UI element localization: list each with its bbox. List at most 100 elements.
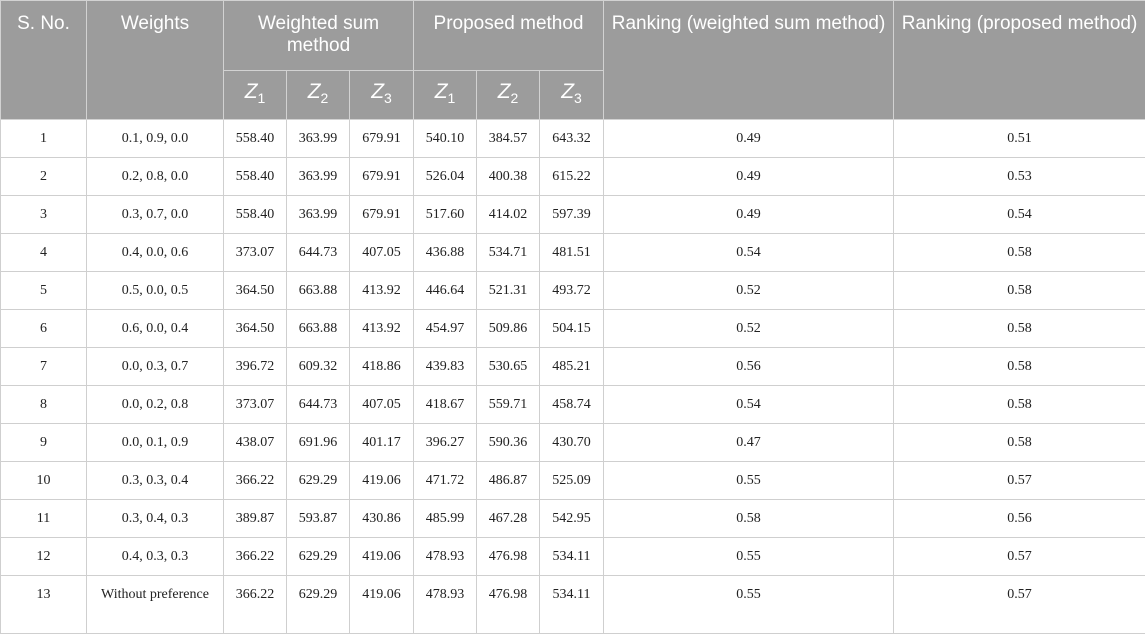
cell-wsm-z2: 629.29: [286, 461, 350, 500]
cell-weights: 0.3, 0.3, 0.4: [86, 461, 224, 500]
cell-ranking-proposed: 0.57: [893, 461, 1145, 500]
cell-proposed-z1: 471.72: [413, 461, 478, 500]
cell-ranking-proposed: 0.56: [893, 499, 1145, 538]
cell-proposed-z1: 478.93: [413, 575, 478, 634]
cell-wsm-z2: 363.99: [286, 157, 350, 196]
table-row: 2 0.2, 0.8, 0.0 558.40 363.99 679.91 526…: [0, 157, 1145, 196]
cell-wsm-z3: 407.05: [348, 385, 415, 424]
cell-sno: 13: [0, 575, 87, 634]
cell-ranking-proposed: 0.58: [893, 347, 1145, 386]
cell-proposed-z2: 530.65: [476, 347, 541, 386]
cell-sno: 2: [0, 157, 87, 196]
cell-ranking-proposed: 0.58: [893, 271, 1145, 310]
cell-wsm-z2: 644.73: [286, 233, 350, 272]
cell-wsm-z2: 691.96: [286, 423, 350, 462]
cell-ranking-wsm: 0.55: [603, 537, 895, 576]
cell-sno: 1: [0, 119, 87, 158]
cell-wsm-z1: 366.22: [223, 575, 287, 634]
table-row: 7 0.0, 0.3, 0.7 396.72 609.32 418.86 439…: [0, 347, 1145, 386]
cell-ranking-wsm: 0.52: [603, 271, 895, 310]
cell-ranking-proposed: 0.58: [893, 423, 1145, 462]
cell-wsm-z2: 663.88: [286, 271, 350, 310]
header-weights: Weights: [86, 0, 224, 120]
cell-wsm-z1: 438.07: [223, 423, 287, 462]
cell-sno: 10: [0, 461, 87, 500]
cell-weights: 0.3, 0.4, 0.3: [86, 499, 224, 538]
header-wsm-z3: Z3: [348, 70, 415, 120]
cell-weights: 0.0, 0.2, 0.8: [86, 385, 224, 424]
z-subscript: 1: [447, 90, 456, 107]
table-body: 1 0.1, 0.9, 0.0 558.40 363.99 679.91 540…: [0, 119, 1145, 634]
cell-wsm-z3: 679.91: [348, 119, 415, 158]
cell-wsm-z2: 363.99: [286, 195, 350, 234]
cell-sno: 6: [0, 309, 87, 348]
cell-proposed-z3: 615.22: [539, 157, 605, 196]
z-letter: Z: [307, 79, 321, 103]
cell-proposed-z1: 454.97: [413, 309, 478, 348]
cell-wsm-z1: 389.87: [223, 499, 287, 538]
header-proposed-z1: Z1: [413, 70, 478, 120]
header-proposed-z2: Z2: [476, 70, 541, 120]
z-subscript: 2: [320, 90, 329, 107]
cell-weights: 0.0, 0.1, 0.9: [86, 423, 224, 462]
cell-wsm-z2: 363.99: [286, 119, 350, 158]
cell-wsm-z3: 407.05: [348, 233, 415, 272]
cell-wsm-z1: 373.07: [223, 233, 287, 272]
header-proposed-z3: Z3: [539, 70, 605, 120]
cell-proposed-z3: 504.15: [539, 309, 605, 348]
cell-wsm-z1: 558.40: [223, 195, 287, 234]
cell-wsm-z3: 679.91: [348, 195, 415, 234]
cell-weights: 0.6, 0.0, 0.4: [86, 309, 224, 348]
cell-proposed-z1: 436.88: [413, 233, 478, 272]
cell-proposed-z1: 540.10: [413, 119, 478, 158]
cell-ranking-wsm: 0.49: [603, 119, 895, 158]
cell-ranking-wsm: 0.56: [603, 347, 895, 386]
cell-ranking-wsm: 0.49: [603, 195, 895, 234]
cell-wsm-z3: 679.91: [348, 157, 415, 196]
z-letter: Z: [371, 79, 385, 103]
cell-wsm-z2: 593.87: [286, 499, 350, 538]
cell-ranking-wsm: 0.52: [603, 309, 895, 348]
cell-wsm-z1: 558.40: [223, 119, 287, 158]
cell-proposed-z2: 476.98: [476, 575, 541, 634]
cell-sno: 11: [0, 499, 87, 538]
cell-sno: 7: [0, 347, 87, 386]
cell-weights: 0.5, 0.0, 0.5: [86, 271, 224, 310]
cell-proposed-z2: 590.36: [476, 423, 541, 462]
cell-sno: 4: [0, 233, 87, 272]
cell-wsm-z1: 364.50: [223, 271, 287, 310]
cell-proposed-z3: 597.39: [539, 195, 605, 234]
cell-proposed-z2: 467.28: [476, 499, 541, 538]
table-row: 10 0.3, 0.3, 0.4 366.22 629.29 419.06 47…: [0, 461, 1145, 500]
cell-proposed-z1: 418.67: [413, 385, 478, 424]
header-ranking-proposed: Ranking (proposed method): [893, 0, 1145, 120]
cell-ranking-wsm: 0.54: [603, 233, 895, 272]
cell-proposed-z3: 481.51: [539, 233, 605, 272]
cell-ranking-proposed: 0.57: [893, 537, 1145, 576]
cell-proposed-z2: 509.86: [476, 309, 541, 348]
cell-wsm-z2: 629.29: [286, 537, 350, 576]
cell-proposed-z2: 476.98: [476, 537, 541, 576]
cell-proposed-z3: 534.11: [539, 537, 605, 576]
table-row: 1 0.1, 0.9, 0.0 558.40 363.99 679.91 540…: [0, 119, 1145, 158]
cell-proposed-z3: 493.72: [539, 271, 605, 310]
cell-ranking-proposed: 0.51: [893, 119, 1145, 158]
cell-ranking-wsm: 0.47: [603, 423, 895, 462]
header-wsm-z1: Z1: [223, 70, 287, 120]
cell-ranking-proposed: 0.57: [893, 575, 1145, 634]
cell-proposed-z2: 384.57: [476, 119, 541, 158]
cell-wsm-z2: 644.73: [286, 385, 350, 424]
header-ranking-weighted-sum: Ranking (weighted sum method): [603, 0, 895, 120]
cell-weights: 0.4, 0.3, 0.3: [86, 537, 224, 576]
cell-proposed-z1: 485.99: [413, 499, 478, 538]
cell-proposed-z2: 559.71: [476, 385, 541, 424]
cell-ranking-wsm: 0.58: [603, 499, 895, 538]
cell-proposed-z1: 439.83: [413, 347, 478, 386]
header-weighted-sum-method: Weighted sum method: [222, 0, 415, 71]
table-row: 9 0.0, 0.1, 0.9 438.07 691.96 401.17 396…: [0, 423, 1145, 462]
cell-ranking-wsm: 0.55: [603, 575, 895, 634]
cell-ranking-wsm: 0.54: [603, 385, 895, 424]
table-row: 5 0.5, 0.0, 0.5 364.50 663.88 413.92 446…: [0, 271, 1145, 310]
cell-proposed-z2: 414.02: [476, 195, 541, 234]
